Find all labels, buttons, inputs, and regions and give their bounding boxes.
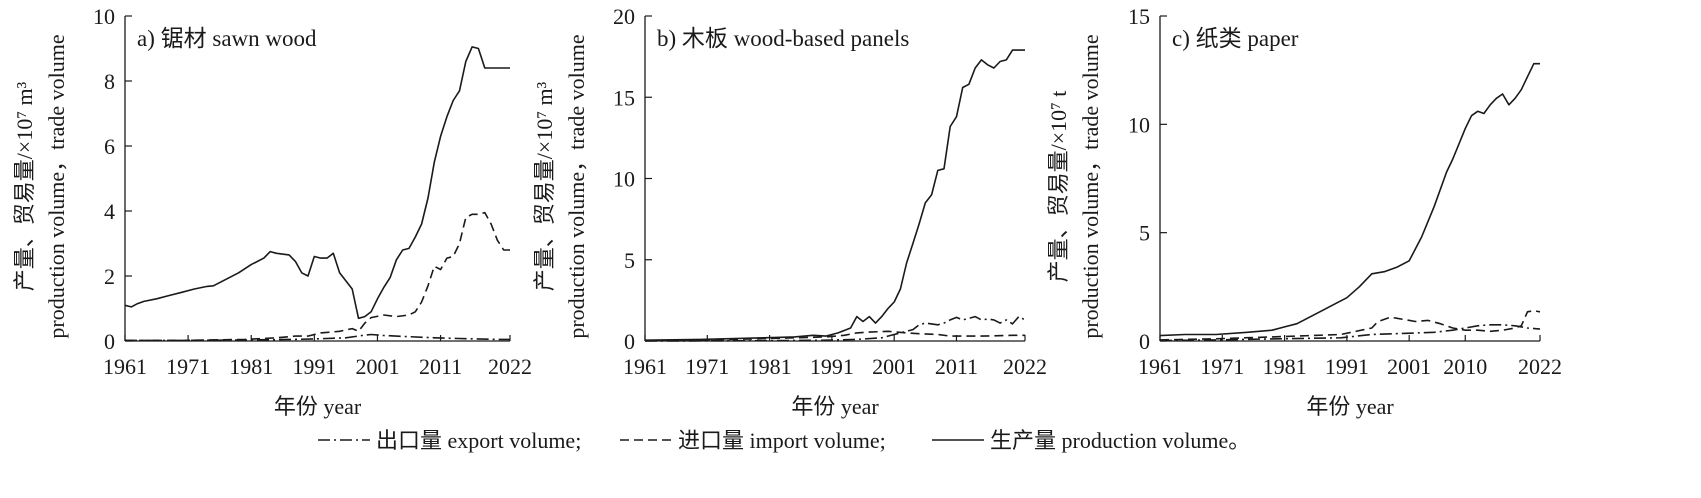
y-tick-label: 10 [1128,112,1150,137]
legend-label: 生产量 production volume。 [990,428,1250,453]
chart-panel-1: 0 5 10 15 20 1961 1971 1981 1991 2001 2011 2022 b) 木… [532,4,1047,419]
x-tick-label: 2011 [419,354,462,379]
x-axis-title: 年份 year [791,394,879,419]
x-tick-label: 1961 [1138,354,1182,379]
y-tick-label: 0 [624,329,635,354]
y-tick-label: 20 [613,4,635,29]
x-tick-label: 1981 [1263,354,1307,379]
y-tick-label: 6 [104,134,115,159]
x-tick-label: 1991 [810,354,854,379]
series-dash-dot [644,315,1026,342]
x-tick-label: 1971 [166,354,210,379]
legend-label: 出口量 export volume; [376,428,581,453]
x-tick-label: 1971 [1200,354,1244,379]
series-solid [1159,62,1540,337]
x-tick-label: 2022 [488,354,532,379]
x-tick-label: 2001 [1387,354,1431,379]
x-axis-title: 年份 year [274,394,362,419]
y-tick-label: 15 [1128,4,1150,29]
legend-label: 进口量 import volume; [678,428,886,453]
y-tick-label: 4 [104,199,115,224]
x-tick-label: 1961 [623,354,667,379]
x-tick-label: 2010 [1443,354,1487,379]
y-tick-label: 5 [1139,221,1150,246]
y-tick-label: 5 [624,248,635,273]
x-tick-label: 2022 [1003,354,1047,379]
series-solid [124,46,510,320]
y-axis-title: 产量、贸易量/×10⁷ m³ [532,81,557,291]
y-tick-label: 0 [1139,329,1150,354]
y-tick-label: 8 [104,69,115,94]
series-dashed [125,211,510,342]
series-dashed [644,330,1025,342]
legend: 出口量 export volume; 进口量 import volume; 生产量 … [318,428,1250,453]
y-tick-label: 2 [104,264,115,289]
x-tick-label: 1991 [292,354,336,379]
chart-panel-0: 0 2 4 6 8 10 1961 1971 1981 1991 2001 2011 2022 a) 锯材… [12,4,532,419]
series-dashed [1159,309,1541,341]
y-axis-title-2: production volume，trade volume [1078,34,1103,338]
y-tick-label: 15 [613,85,635,110]
y-tick-label: 10 [613,167,635,192]
series-dash-dot [125,333,510,342]
x-tick-label: 2011 [935,354,978,379]
y-axis-title-2: production volume，trade volume [564,34,589,338]
x-tick-label: 1981 [748,354,792,379]
y-axis-title-2: production volume，trade volume [44,34,69,338]
y-tick-label: 0 [104,329,115,354]
x-tick-label: 1961 [103,354,147,379]
panel-label: b) 木板 wood-based panels [657,26,909,51]
x-axis-title: 年份 year [1306,394,1394,419]
y-axis-title: 产量、贸易量/×10⁷ t [1046,91,1071,283]
panel-label: c) 纸类 paper [1172,26,1299,51]
x-tick-label: 1991 [1325,354,1369,379]
y-axis-title: 产量、贸易量/×10⁷ m³ [12,81,37,291]
series-dash-dot [1159,324,1541,342]
panel-label: a) 锯材 sawn wood [137,26,317,51]
x-tick-label: 2022 [1518,354,1562,379]
y-tick-label: 10 [93,4,115,29]
x-tick-label: 1971 [685,354,729,379]
chart-panel-2: 0 5 10 15 1961 1971 1981 1991 2001 2010 2022 c) 纸类 … [1046,4,1562,419]
x-tick-label: 2001 [872,354,916,379]
x-tick-label: 1981 [229,354,273,379]
series-solid [644,49,1025,341]
x-tick-label: 2001 [355,354,399,379]
